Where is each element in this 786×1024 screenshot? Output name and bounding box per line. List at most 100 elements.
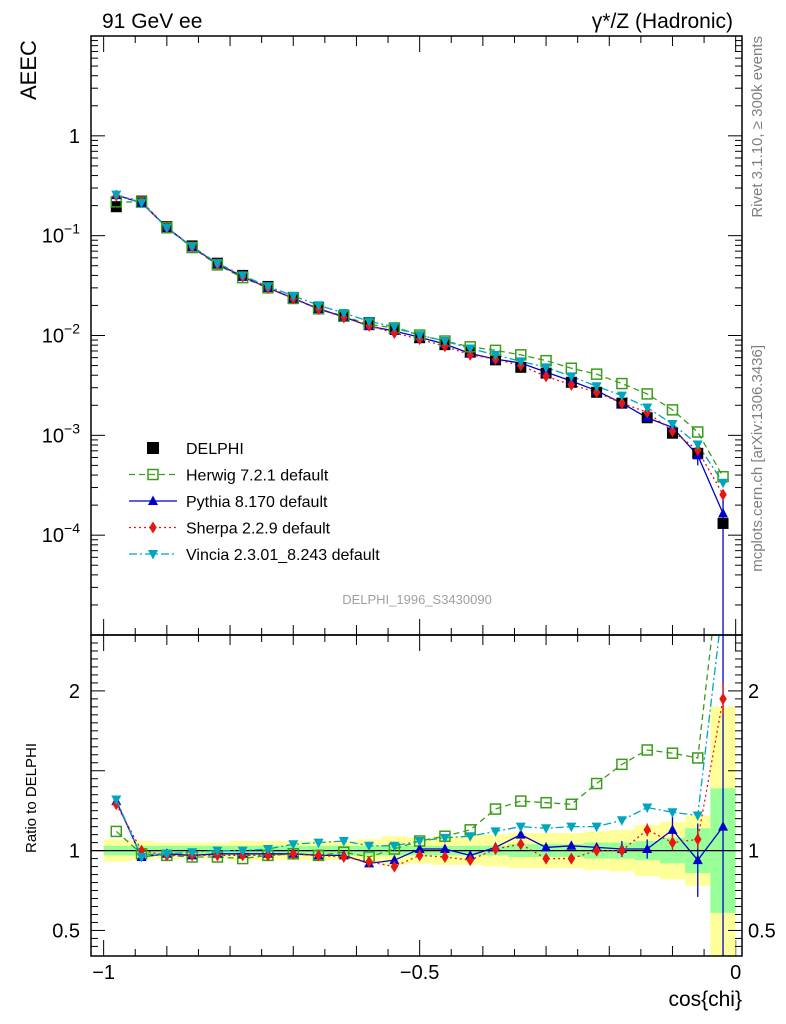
ratio-point: [667, 808, 678, 818]
ratio-y-tick-label-right: 0.5: [748, 920, 776, 942]
mc-point: [592, 386, 601, 399]
mc-point: [338, 309, 349, 319]
mc-point: [666, 404, 679, 416]
ratio-point: [490, 827, 501, 837]
mc-point: [616, 391, 627, 402]
ratio-point: [666, 747, 679, 759]
mc-point: [541, 363, 552, 373]
tick-exponent: −4: [64, 520, 80, 536]
ratio-point: [643, 823, 651, 836]
y-tick-label: 10−1: [42, 221, 80, 248]
tick-base: 10: [42, 226, 64, 248]
mc-point: [313, 301, 324, 311]
ratio-line-Herwig 7.2.1 default: [115, 635, 713, 860]
mc-point: [212, 259, 223, 269]
mc-point: [288, 291, 299, 302]
legend-label: Vincia 2.3.01_8.243 default: [186, 547, 380, 564]
tick-exponent: −1: [64, 221, 80, 237]
ratio-point: [111, 795, 122, 805]
ratio-point: [414, 843, 425, 853]
ratio-point: [365, 855, 373, 868]
ratio-point: [641, 744, 653, 756]
ratio-point: [136, 852, 147, 863]
tick-base: 10: [42, 326, 64, 348]
ratio-point: [313, 838, 324, 849]
ratio-point: [567, 852, 576, 865]
header-right: γ*/Z (Hadronic): [592, 10, 733, 33]
ratio-point: [566, 822, 577, 833]
mc-point: [390, 326, 399, 339]
mc-point: [566, 372, 577, 382]
ratio-point: [667, 824, 678, 834]
mc-point: [262, 282, 273, 292]
mc-point: [161, 223, 172, 234]
mc-point: [111, 190, 122, 201]
ratio-point: [212, 846, 223, 857]
mc-point: [465, 344, 476, 355]
ratio-point: [314, 849, 323, 862]
legend-marker: [147, 442, 159, 454]
ratio-plot: −1 −0.5 0 0.5 0.5 1 1 2 2: [52, 634, 776, 984]
ratio-point: [541, 824, 552, 834]
ratio-point: [288, 840, 299, 850]
legend-label: DELPHI: [186, 441, 244, 458]
legend: DELPHI Herwig 7.2.1 default Pythia 8.170 d…: [129, 441, 380, 564]
y-tick-label: 10−2: [42, 321, 80, 348]
ratio-point: [540, 796, 552, 809]
ratio-point: [491, 843, 500, 855]
legend-label: Herwig 7.2.1 default: [186, 468, 329, 485]
mc-point: [466, 348, 474, 361]
mc-point: [616, 377, 628, 390]
legend-marker: [147, 468, 159, 481]
mc-point: [692, 440, 703, 450]
main-plot: 110−110−210−310−4: [42, 35, 743, 956]
legend-label: Pythia 8.170 default: [186, 494, 328, 511]
ratio-point: [565, 798, 578, 811]
ratio-point: [642, 843, 653, 853]
mc-point: [692, 426, 704, 438]
ratio-point: [616, 816, 627, 826]
ratio-y-tick-label-right: 2: [748, 681, 759, 703]
ratio-point: [668, 836, 677, 849]
x-tick-label: −1: [92, 962, 115, 984]
ratio-point: [439, 833, 450, 844]
mc-point: [668, 425, 677, 438]
mc-point: [439, 337, 450, 347]
tick-base: 10: [42, 525, 64, 547]
y-tick-label: 10−3: [42, 420, 80, 447]
delphi-point: [717, 517, 729, 529]
ratio-point: [389, 854, 400, 865]
ratio-point: [566, 840, 577, 850]
tick-base: 10: [42, 425, 64, 447]
ratio-point: [187, 848, 198, 858]
ratio-point: [415, 849, 424, 862]
ratio-point: [542, 852, 550, 865]
ratio-point: [161, 849, 172, 860]
ratio-point: [591, 822, 602, 833]
ratio-point: [465, 832, 476, 842]
analysis-watermark: DELPHI_1996_S3430090: [342, 592, 492, 607]
mc-point: [591, 382, 602, 392]
mc-point: [719, 488, 727, 501]
main-line-Pythia 8.170 default: [116, 194, 724, 514]
ratio-point: [364, 841, 375, 852]
ratio-point: [642, 803, 653, 813]
ratio-point: [264, 849, 272, 862]
ratio-point: [237, 846, 248, 857]
ratio-point: [592, 844, 601, 857]
legend-marker: [148, 495, 158, 505]
ratio-point: [719, 692, 727, 705]
ratio-point: [489, 803, 502, 815]
ratio-y-tick-label-right: 1: [748, 841, 759, 863]
ratio-point: [692, 811, 703, 821]
ratio-point: [389, 841, 400, 852]
ratio-point: [541, 841, 552, 852]
mc-point: [515, 357, 526, 367]
ratio-point: [517, 838, 525, 851]
ratio-point: [340, 850, 348, 863]
y-tick-label: 1: [69, 126, 80, 148]
ratio-point: [338, 837, 349, 847]
x-tick-label: 0: [730, 962, 741, 984]
mc-point: [364, 317, 375, 327]
ratio-point: [694, 833, 702, 846]
